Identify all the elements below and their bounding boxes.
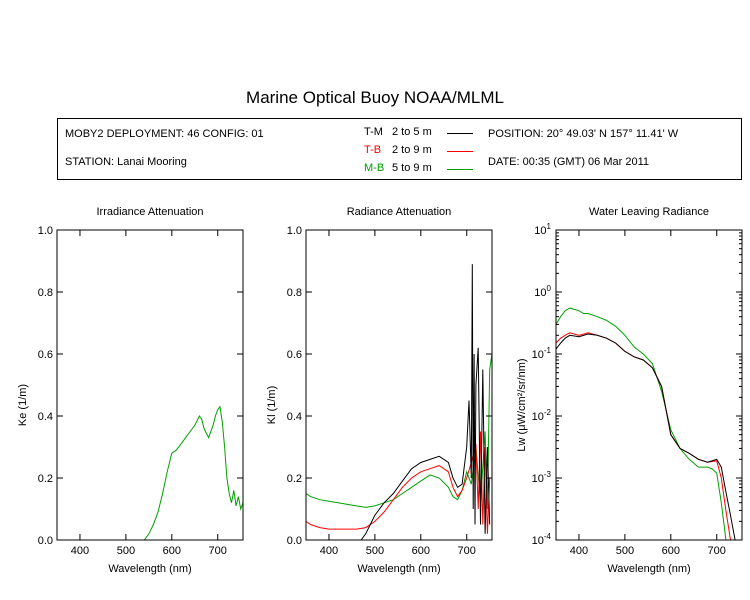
- chart-3-ytick-label: 10-2: [532, 408, 552, 423]
- info-panel: [57, 118, 742, 180]
- chart-2-xtick-label: 400: [320, 545, 338, 557]
- chart-1-xtick-label: 500: [117, 545, 135, 557]
- chart-2-xtick-label: 600: [412, 545, 430, 557]
- legend-code-tb: T-B: [364, 144, 382, 156]
- chart-3-xlabel: Wavelength (nm): [607, 563, 690, 575]
- chart-1-ytick-label: 0.8: [38, 287, 53, 299]
- chart-3-ytick-label: 10-1: [532, 346, 552, 361]
- chart-1: 400 500 600 700 0.0 0.2 0.4 0.6 0.8 1.0 Irradiance…: [17, 206, 244, 575]
- chart-3-series-1: [556, 307, 731, 540]
- chart-3-series-3: [556, 333, 736, 540]
- chart-2-ytick-label: 0.6: [287, 349, 302, 361]
- position-text: POSITION: 20° 49.03' N 157° 11.41' W: [488, 128, 679, 140]
- chart-1-ylabel: Ke (1/m): [17, 384, 29, 426]
- chart-3: 400 500 600 700 10-4 10-3 10-2 10-1 100 101 Water …: [516, 206, 743, 575]
- legend-range-tm: 2 to 5 m: [392, 126, 432, 138]
- chart-3-ylabel: Lw (μW/cm²/sr/nm): [516, 358, 528, 451]
- chart-2-ytick-label: 0.2: [287, 473, 302, 485]
- chart-2-series-3: [360, 264, 491, 540]
- chart-3-frame: [555, 229, 743, 541]
- chart-3-ytick-label: 10-3: [532, 470, 552, 485]
- chart-2-ytick-label: 0.8: [287, 287, 302, 299]
- chart-2-xtick-label: 500: [366, 545, 384, 557]
- legend-range-mb: 5 to 9 m: [392, 162, 432, 174]
- chart-1-title: Irradiance Attenuation: [96, 206, 203, 218]
- chart-3-xtick-label: 700: [708, 545, 726, 557]
- chart-2-title: Radiance Attenuation: [347, 206, 452, 218]
- chart-2-frame: [305, 229, 493, 541]
- legend-code-mb: M-B: [364, 162, 385, 174]
- chart-1-xlabel: Wavelength (nm): [108, 563, 191, 575]
- chart-2-series-2: [306, 431, 491, 534]
- chart-3-series-2: [556, 332, 731, 540]
- legend-range-tb: 2 to 9 m: [392, 144, 432, 156]
- legend-line-tm: [447, 133, 473, 134]
- chart-1-series-1: [143, 405, 243, 540]
- chart-3-ytick-label: 10-4: [532, 532, 552, 547]
- chart-1-frame: [56, 229, 244, 541]
- legend-line-mb: [447, 169, 473, 170]
- chart-2-xtick-label: 700: [458, 545, 476, 557]
- chart-1-ytick-label: 0.0: [38, 535, 53, 547]
- date-text: DATE: 00:35 (GMT) 06 Mar 2011: [488, 156, 649, 168]
- chart-3-xtick-label: 600: [662, 545, 680, 557]
- deployment-text: MOBY2 DEPLOYMENT: 46 CONFIG: 01: [65, 128, 264, 140]
- chart-2-xlabel: Wavelength (nm): [357, 563, 440, 575]
- chart-2-ytick-label: 0.0: [287, 535, 302, 547]
- chart-1-xtick-label: 700: [209, 545, 227, 557]
- station-text: STATION: Lanai Mooring: [65, 156, 187, 168]
- chart-3-ytick-label: 100: [534, 284, 551, 299]
- chart-1-ytick-label: 0.6: [38, 349, 53, 361]
- chart-1-ytick-label: 0.2: [38, 473, 53, 485]
- chart-2-series-1: [306, 353, 492, 510]
- chart-2-ytick-label: 1.0: [287, 225, 302, 237]
- chart-2-ylabel: Kl (1/m): [266, 386, 278, 425]
- chart-1-xtick-label: 600: [163, 545, 181, 557]
- page-title: Marine Optical Buoy NOAA/MLML: [246, 88, 504, 107]
- chart-2-ytick-label: 0.4: [287, 411, 302, 423]
- chart-3-title: Water Leaving Radiance: [589, 206, 709, 218]
- chart-1-xtick-label: 400: [71, 545, 89, 557]
- legend-line-tb: [447, 151, 473, 152]
- chart-3-ytick-label: 101: [534, 222, 551, 237]
- legend-code-tm: T-M: [364, 126, 383, 138]
- chart-1-ytick-label: 1.0: [38, 225, 53, 237]
- chart-3-xtick-label: 400: [570, 545, 588, 557]
- chart-3-xtick-label: 500: [616, 545, 634, 557]
- chart-2: 400 500 600 700 0.0 0.2 0.4 0.6 0.8 1.0 Radiance A…: [266, 206, 493, 575]
- chart-1-ytick-label: 0.4: [38, 411, 53, 423]
